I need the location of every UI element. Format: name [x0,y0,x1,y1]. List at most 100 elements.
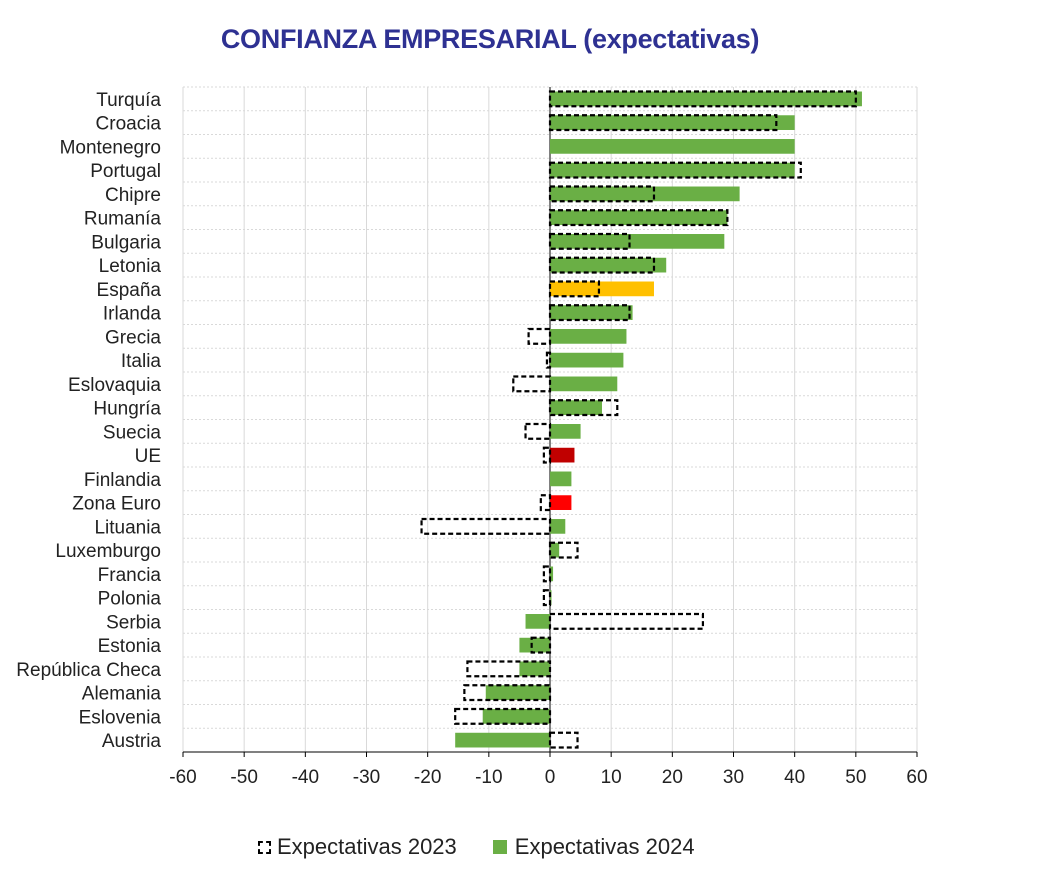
bar-2024 [550,91,862,107]
bar-2023 [463,684,552,702]
bar-2023 [530,636,552,654]
legend-item-2024: Expectativas 2024 [492,834,695,860]
category-label: Eslovaquia [68,375,161,396]
bar-2024 [550,186,740,202]
category-label: Grecia [105,327,161,348]
legend-label-2024: Expectativas 2024 [514,834,695,859]
bar-2024 [550,162,795,178]
bar-2024 [519,661,550,677]
x-tick-label: 30 [723,767,744,788]
category-label: República Checa [16,660,161,681]
bar-2023 [548,399,619,417]
x-tick-label: -50 [230,767,257,788]
category-label: Francia [98,565,162,586]
x-tick-label: -20 [414,767,441,788]
bar-2024 [455,732,550,748]
bar-2023 [548,114,778,132]
bar-2024 [550,495,572,510]
category-label: Polonia [98,589,162,610]
chart-title: CONFIANZA EMPRESARIAL (expectativas) [220,24,760,54]
bar-2023 [542,589,552,607]
bar-2023 [548,280,601,298]
bar-2023 [548,90,857,108]
category-label: Zona Euro [72,494,161,515]
bar-2023 [466,660,552,678]
bar-2024 [550,519,566,534]
bar-2023 [454,707,552,725]
bar-2024 [550,424,581,439]
legend-swatch-2023 [258,840,271,854]
bar-2023 [548,256,656,274]
category-label: Chipre [105,185,161,206]
category-label: UE [135,446,161,467]
category-label: Turquía [96,90,161,111]
bar-2024 [485,685,550,700]
category-label: Austria [102,731,162,752]
category-label: Montenegro [60,137,161,158]
legend-label-2023: Expectativas 2023 [277,834,457,859]
category-label: Eslovenia [79,707,162,728]
bar-2024 [550,257,667,273]
bar-2023 [545,351,552,369]
x-tick-label: -40 [292,767,319,788]
category-label: Italia [121,351,162,372]
x-tick-label: -10 [475,767,502,788]
category-label: Hungría [93,399,161,420]
x-tick-label: 0 [545,767,556,788]
bar-2024 [550,566,554,582]
x-tick-label: 60 [906,767,927,788]
category-label: Alemania [82,684,162,705]
category-label: Rumanía [84,209,162,230]
category-label: Finlandia [84,470,162,491]
bar-chart: -60 -50 -40 -30 -20 -10 0 10 20 30 40 50 60 Turquía Cr… [16,86,928,788]
bar-2024 [550,115,795,130]
category-label: Suecia [103,422,162,443]
x-tick-label: 20 [662,767,683,788]
bar-2023 [542,446,552,464]
legend-swatch-2024 [492,840,507,854]
category-label: Estonia [98,636,162,657]
category-label: Bulgaria [91,232,161,253]
bar-2024 [550,234,725,249]
bar-2024 [482,709,550,724]
bar-2023 [512,375,552,393]
x-tick-label: 50 [845,767,866,788]
bar-2024 [550,281,654,297]
legend-item-2023: Expectativas 2023 [258,834,457,860]
category-label: Serbia [106,612,161,633]
x-tick-label: 10 [601,767,622,788]
x-tick-label: -60 [169,767,196,788]
bar-2023 [548,731,579,749]
bar-2023 [548,612,705,630]
bar-2024 [550,139,795,154]
category-label: Luxemburgo [55,541,161,562]
category-label: Croacia [96,114,162,135]
category-label: Lituania [94,517,161,538]
bar-2023 [548,209,729,227]
legend: Expectativas 2023 Expectativas 2024 [258,834,731,860]
bar-2024 [550,376,618,392]
bar-2023 [548,161,802,179]
bar-2023 [548,541,579,559]
x-tick-label: -30 [353,767,380,788]
bar-2024 [550,210,728,225]
bar-2024 [550,400,602,415]
bar-2024 [550,590,552,605]
bar-2023 [527,327,552,345]
category-label: Portugal [90,161,161,182]
bar-2024 [550,329,627,344]
bar-2024 [550,305,633,320]
x-tick-label: 40 [784,767,805,788]
bar-2024 [550,542,560,558]
bar-2024 [550,471,572,487]
bar-2023 [524,422,552,440]
bar-2024 [525,614,550,629]
bar-2023 [542,565,552,583]
bar-2024 [550,352,624,368]
bar-2023 [548,185,656,203]
bar-2024 [519,637,550,653]
category-label: España [97,280,162,301]
bar-2024 [550,447,575,463]
category-label: Letonia [99,256,162,277]
bar-2023 [420,517,552,535]
